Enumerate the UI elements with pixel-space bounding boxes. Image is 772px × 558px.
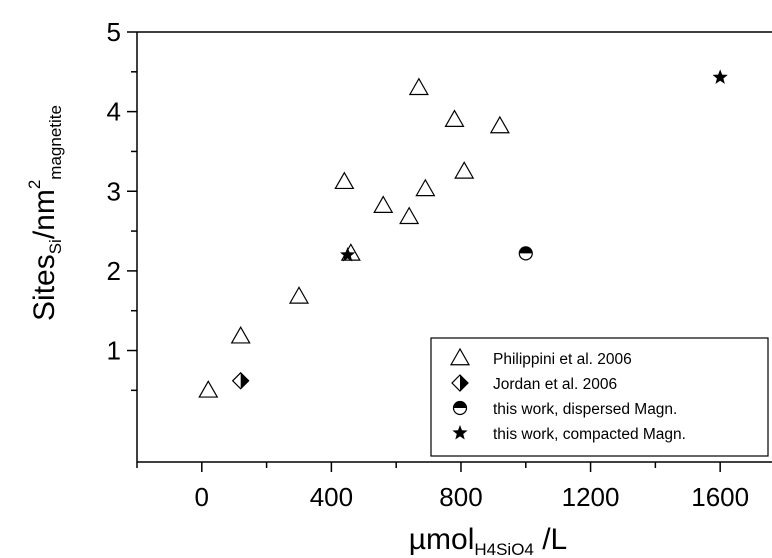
- legend-marker-0: [449, 347, 471, 366]
- y-axis-title: SitesSi/nm2magnetite: [25, 105, 65, 321]
- y-tick-label: 1: [107, 336, 121, 366]
- star-marker: [339, 246, 356, 262]
- legend-markers: [449, 347, 471, 440]
- data-point: [415, 178, 436, 197]
- series-0: [198, 77, 510, 398]
- diamond-marker-fill: [460, 375, 468, 391]
- triangle-marker: [373, 195, 394, 213]
- triangle-marker: [399, 206, 420, 225]
- triangle-marker: [489, 115, 510, 134]
- x-tick-label: 1600: [691, 482, 749, 512]
- x-axis-title: µmolH4SiO4 /L: [409, 523, 568, 558]
- legend-marker-1: [451, 374, 469, 392]
- data-point: [489, 115, 510, 134]
- y-tick-label: 5: [107, 17, 121, 47]
- x-tick-label: 400: [310, 482, 353, 512]
- star-marker: [712, 69, 728, 84]
- legend-marker-3: [452, 425, 468, 440]
- triangle-marker: [288, 286, 310, 304]
- data-point: [339, 246, 356, 262]
- legend-marker-2: [452, 400, 468, 416]
- half-circle-marker-fill: [453, 401, 467, 408]
- y-tick-label: 4: [107, 97, 121, 127]
- legend-label-dispersed: this work, dispersed Magn.: [493, 401, 677, 418]
- data-point: [712, 69, 728, 84]
- tick-labels: 0 400 800 1200 1600 1 2 3 4 5: [107, 17, 750, 512]
- legend: Philippini et al. 2006 Jordan et al. 200…: [430, 337, 769, 457]
- x-axis-title-main: µmol: [409, 523, 475, 556]
- triangle-marker: [334, 171, 355, 190]
- triangle-marker: [415, 178, 436, 197]
- data-point: [230, 325, 251, 344]
- y-axis-title-main: Sites: [28, 254, 61, 321]
- y-axis-title-mid: /nm: [28, 189, 61, 239]
- legend-label-philippini: Philippini et al. 2006: [493, 351, 632, 368]
- legend-label-jordan: Jordan et al. 2006: [493, 376, 617, 393]
- data-points: [198, 69, 728, 398]
- star-marker: [452, 425, 468, 440]
- series-3: [339, 69, 728, 262]
- y-axis-title-sub2: magnetite: [46, 105, 65, 180]
- triangle-marker: [454, 161, 475, 179]
- triangle-marker: [449, 347, 471, 366]
- x-tick-label: 800: [439, 482, 482, 512]
- diamond-marker-fill: [240, 372, 249, 389]
- data-point: [373, 195, 394, 213]
- data-point: [518, 246, 533, 261]
- x-axis-title-tail: /L: [534, 523, 567, 556]
- data-point: [288, 286, 310, 304]
- data-point: [408, 77, 429, 96]
- triangle-marker: [408, 77, 429, 96]
- x-tick-label: 0: [195, 482, 209, 512]
- triangle-marker: [198, 380, 219, 398]
- triangle-marker: [444, 109, 465, 127]
- y-tick-label: 2: [107, 256, 121, 286]
- data-point: [231, 371, 250, 390]
- legend-box: [430, 337, 769, 457]
- data-point: [399, 206, 420, 225]
- series-2: [518, 246, 533, 261]
- series-1: [231, 371, 250, 390]
- tick-marks: [127, 31, 721, 472]
- y-axis-title-sub: Si: [46, 239, 65, 254]
- legend-label-compacted: this work, compacted Magn.: [493, 426, 686, 443]
- data-point: [454, 161, 475, 179]
- y-tick-label: 3: [107, 176, 121, 206]
- data-point: [198, 380, 219, 398]
- half-circle-marker-fill: [519, 246, 533, 254]
- data-point: [444, 109, 465, 127]
- x-axis-title-sub: H4SiO4: [474, 540, 534, 558]
- y-axis-title-sup: 2: [25, 180, 44, 189]
- triangle-marker: [230, 325, 251, 344]
- data-point: [334, 171, 355, 190]
- x-tick-label: 1200: [562, 482, 620, 512]
